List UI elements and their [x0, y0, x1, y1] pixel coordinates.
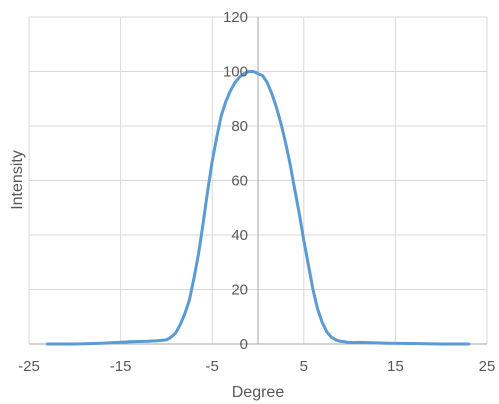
data-point	[197, 253, 200, 255]
data-point	[261, 74, 264, 77]
data-point	[467, 343, 470, 345]
data-point	[188, 299, 191, 302]
data-point	[293, 187, 296, 190]
data-point	[344, 341, 346, 343]
y-tick-label: 20	[231, 282, 248, 299]
y-axis-label: Intensity	[9, 150, 26, 210]
data-point	[206, 190, 209, 193]
x-tick-label: -5	[206, 358, 219, 375]
data-point	[303, 239, 305, 242]
data-point	[257, 72, 259, 75]
data-point	[307, 264, 310, 266]
x-tick-label: -15	[110, 358, 132, 375]
data-point	[280, 122, 282, 125]
data-point	[367, 341, 369, 344]
data-point	[412, 342, 415, 345]
x-tick-label: 15	[387, 358, 404, 375]
data-point	[101, 342, 104, 344]
data-point	[193, 277, 195, 280]
data-point	[234, 81, 236, 84]
data-point	[348, 341, 351, 344]
x-tick-label: -25	[18, 358, 40, 375]
data-point	[275, 106, 278, 108]
data-point	[215, 136, 218, 138]
data-point	[385, 342, 388, 344]
data-point	[220, 114, 223, 116]
data-point	[335, 339, 337, 341]
data-point	[316, 307, 319, 310]
data-point	[330, 336, 333, 338]
y-tick-label: 120	[223, 9, 248, 26]
data-point	[128, 341, 131, 343]
data-point	[289, 163, 291, 165]
data-point	[74, 343, 76, 345]
data-point	[156, 339, 159, 342]
y-tick-label: 60	[231, 173, 248, 190]
data-point	[325, 330, 328, 333]
data-point	[170, 336, 172, 338]
data-point	[440, 343, 443, 345]
y-tick-label: 100	[223, 64, 248, 81]
data-point	[270, 92, 273, 95]
data-point	[266, 81, 268, 84]
data-point	[211, 160, 213, 163]
y-tick-label: 0	[240, 336, 248, 353]
y-tick-label: 40	[231, 227, 248, 244]
series-layer	[45, 70, 471, 346]
data-point	[339, 340, 342, 343]
data-point	[248, 70, 250, 73]
data-point	[202, 223, 204, 225]
x-tick-label: 25	[479, 358, 496, 375]
gridlines	[28, 16, 488, 345]
data-point	[238, 76, 241, 78]
data-point	[46, 343, 49, 345]
data-point	[165, 339, 168, 341]
data-point	[243, 72, 246, 75]
x-axis-label: Degree	[232, 384, 285, 401]
data-point	[284, 141, 287, 144]
data-point	[225, 100, 227, 103]
data-point	[298, 212, 301, 214]
data-point	[229, 89, 232, 92]
y-tick-label: 80	[231, 118, 248, 135]
data-point	[174, 332, 177, 334]
data-point	[252, 70, 255, 73]
x-tick-label: 5	[300, 358, 308, 375]
data-point	[357, 341, 360, 344]
data-point	[179, 324, 181, 326]
data-point	[321, 321, 323, 324]
data-point	[312, 288, 314, 291]
data-point	[183, 313, 186, 315]
tick-labels: -25 -15 -5 5 15 25 0 20 40 60 80 100 120	[18, 9, 495, 375]
data-point	[147, 340, 149, 343]
